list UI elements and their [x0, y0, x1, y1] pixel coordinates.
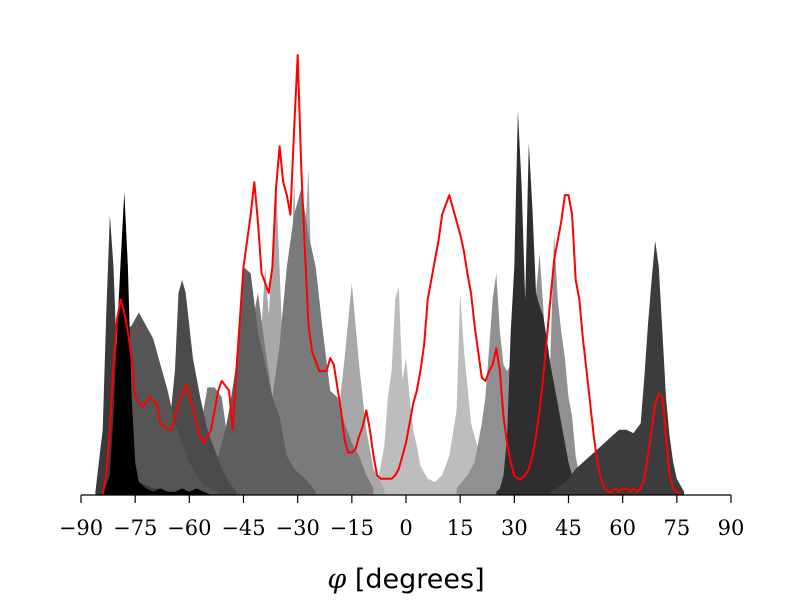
density-area-8 [102, 191, 211, 495]
x-tick-label: 45 [555, 516, 582, 540]
density-area-0 [377, 286, 500, 495]
x-tick-label: −45 [221, 516, 265, 540]
x-tick-label: −75 [113, 516, 157, 540]
density-lines [101, 54, 682, 496]
x-tick-label: 0 [399, 516, 412, 540]
x-axis: −90 −75 −60 −45 −30 −15 0 15 30 45 60 75 90 [59, 494, 745, 540]
x-tick-label: 15 [447, 516, 474, 540]
x-axis-label: φ [degrees] [327, 564, 484, 595]
density-area-9 [496, 110, 587, 496]
x-tick-label: 60 [609, 516, 636, 540]
x-axis-label-text: [degrees] [346, 564, 484, 595]
x-tick-label: 90 [718, 516, 745, 540]
density-area-5 [124, 279, 237, 495]
x-tick-label: 30 [501, 516, 528, 540]
x-tick-label: 75 [663, 516, 690, 540]
x-axis-ticks: −90 −75 −60 −45 −30 −15 0 15 30 45 60 75 90 [59, 495, 745, 540]
x-tick-label: −60 [167, 516, 211, 540]
x-axis-label-symbol: φ [327, 564, 346, 595]
x-tick-label: −30 [276, 516, 320, 540]
density-line-11 [101, 54, 682, 496]
x-tick-label: −15 [330, 516, 374, 540]
x-tick-label: −90 [59, 516, 103, 540]
density-area-4 [142, 266, 316, 495]
density-areas [95, 110, 685, 496]
